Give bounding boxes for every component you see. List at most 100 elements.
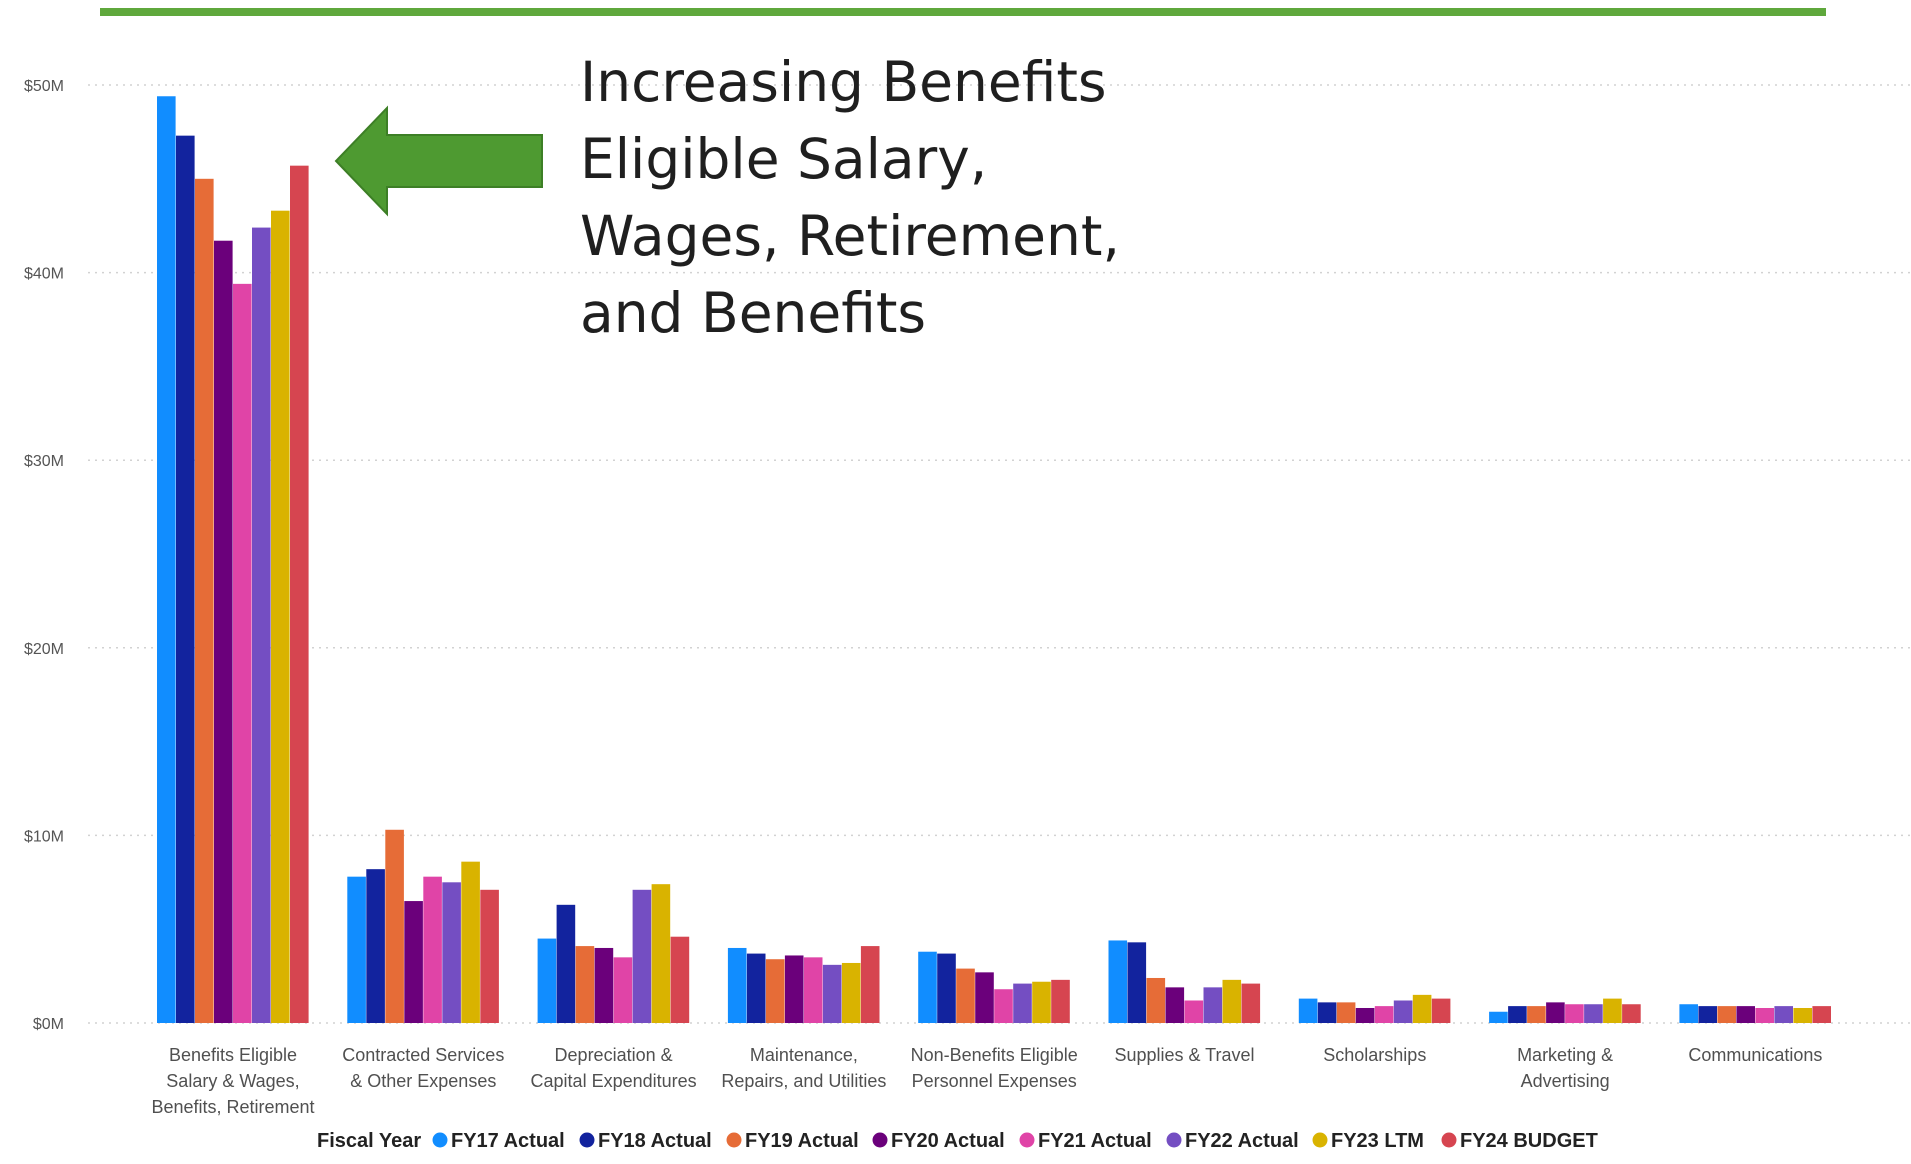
- x-category-label: Scholarships: [1323, 1045, 1426, 1065]
- bar[interactable]: [1774, 1006, 1793, 1023]
- bar[interactable]: [1812, 1006, 1831, 1023]
- bar[interactable]: [1374, 1006, 1394, 1023]
- bar[interactable]: [1127, 942, 1147, 1023]
- bar[interactable]: [746, 953, 766, 1023]
- bar[interactable]: [1546, 1002, 1565, 1023]
- bar[interactable]: [1051, 979, 1070, 1023]
- legend-item[interactable]: FY20 Actual: [872, 1130, 1005, 1152]
- legend-item[interactable]: FY18 Actual: [579, 1130, 712, 1152]
- legend-item[interactable]: FY19 Actual: [726, 1130, 859, 1152]
- bar[interactable]: [1355, 1007, 1375, 1023]
- bar[interactable]: [651, 884, 671, 1023]
- legend-label: FY20 Actual: [891, 1130, 1005, 1152]
- bar[interactable]: [1679, 1004, 1698, 1023]
- bar[interactable]: [670, 936, 690, 1023]
- legend-swatch: [1019, 1132, 1035, 1148]
- bar[interactable]: [822, 964, 842, 1023]
- bar[interactable]: [594, 947, 614, 1023]
- bar[interactable]: [1489, 1011, 1508, 1023]
- x-axis-category-labels: Benefits Eligible Salary & Wages, Benefits…: [151, 1045, 1822, 1117]
- bar[interactable]: [233, 283, 252, 1024]
- bar[interactable]: [1241, 983, 1261, 1023]
- arrow-icon: [334, 105, 543, 217]
- bar[interactable]: [1146, 977, 1166, 1023]
- bar[interactable]: [385, 829, 404, 1023]
- bar[interactable]: [918, 951, 937, 1023]
- bar[interactable]: [1508, 1006, 1527, 1023]
- bar[interactable]: [632, 889, 652, 1023]
- bar[interactable]: [1717, 1006, 1736, 1023]
- legend-label: FY19 Actual: [745, 1130, 859, 1152]
- bar[interactable]: [1184, 1000, 1204, 1023]
- legend-label: FY24 BUDGET: [1460, 1130, 1598, 1152]
- bar[interactable]: [366, 869, 385, 1023]
- bar[interactable]: [613, 957, 633, 1023]
- bar[interactable]: [556, 904, 576, 1023]
- bar[interactable]: [1698, 1006, 1717, 1023]
- bar-group: [1679, 1004, 1831, 1023]
- bar[interactable]: [575, 946, 595, 1023]
- bar[interactable]: [1736, 1006, 1755, 1023]
- bar[interactable]: [841, 962, 861, 1023]
- bar[interactable]: [860, 946, 880, 1023]
- bar[interactable]: [956, 968, 975, 1023]
- bar-group: [1108, 940, 1261, 1023]
- bar[interactable]: [1108, 940, 1128, 1023]
- bar[interactable]: [1165, 987, 1185, 1023]
- bar[interactable]: [784, 955, 804, 1023]
- bar[interactable]: [423, 876, 442, 1023]
- bar[interactable]: [1412, 994, 1432, 1023]
- bar[interactable]: [271, 210, 290, 1023]
- bar-group: [918, 951, 1070, 1023]
- bar[interactable]: [1527, 1006, 1546, 1023]
- legend-item[interactable]: FY24 BUDGET: [1441, 1130, 1598, 1152]
- x-category-label: Contracted Services & Other Expenses: [342, 1045, 504, 1091]
- y-tick-label: $40M: [24, 266, 64, 283]
- bar[interactable]: [1336, 1002, 1356, 1023]
- legend-item[interactable]: FY17 Actual: [432, 1130, 565, 1152]
- bar[interactable]: [290, 165, 309, 1024]
- bar[interactable]: [727, 947, 747, 1023]
- bar[interactable]: [1203, 987, 1223, 1023]
- bar[interactable]: [1317, 1002, 1337, 1023]
- x-category-label: Benefits Eligible Salary & Wages, Benefits…: [151, 1045, 314, 1117]
- legend-item[interactable]: FY21 Actual: [1019, 1130, 1152, 1152]
- bar[interactable]: [765, 959, 785, 1023]
- bar[interactable]: [1298, 998, 1318, 1023]
- bar[interactable]: [1603, 998, 1622, 1023]
- bar[interactable]: [214, 240, 233, 1023]
- bar[interactable]: [537, 938, 557, 1023]
- legend-swatch: [579, 1132, 595, 1148]
- bar[interactable]: [994, 989, 1013, 1023]
- bar-group: [1298, 994, 1451, 1023]
- bar[interactable]: [442, 882, 461, 1023]
- bar[interactable]: [195, 178, 214, 1024]
- legend-item[interactable]: FY22 Actual: [1166, 1130, 1299, 1152]
- bar[interactable]: [1013, 983, 1032, 1023]
- bar[interactable]: [975, 972, 994, 1023]
- bar[interactable]: [480, 889, 499, 1023]
- bar[interactable]: [1584, 1004, 1603, 1023]
- bar[interactable]: [1393, 1000, 1413, 1023]
- bar[interactable]: [404, 901, 423, 1023]
- bar[interactable]: [1622, 1004, 1641, 1023]
- legend-swatch: [432, 1132, 448, 1148]
- bar-group: [157, 96, 309, 1024]
- bar[interactable]: [1755, 1007, 1774, 1023]
- bar[interactable]: [1032, 981, 1051, 1023]
- bar[interactable]: [347, 876, 366, 1023]
- bar[interactable]: [252, 227, 271, 1024]
- bar[interactable]: [157, 96, 176, 1024]
- legend-label: FY23 LTM: [1331, 1130, 1424, 1152]
- bar[interactable]: [803, 957, 823, 1023]
- bar[interactable]: [1431, 998, 1451, 1023]
- bar[interactable]: [176, 135, 195, 1024]
- legend-item[interactable]: FY23 LTM: [1312, 1130, 1424, 1152]
- bar[interactable]: [937, 953, 956, 1023]
- bar[interactable]: [1222, 979, 1242, 1023]
- bar[interactable]: [461, 861, 480, 1023]
- bar[interactable]: [1565, 1004, 1584, 1023]
- bar[interactable]: [1793, 1007, 1812, 1023]
